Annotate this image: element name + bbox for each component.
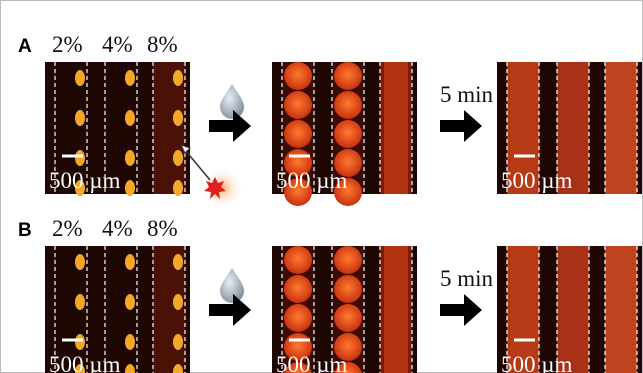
- droplet: [173, 110, 183, 126]
- concentration-label: 2%: [52, 32, 83, 57]
- scale-label: 500 µm: [276, 168, 348, 193]
- microgel: [334, 304, 362, 332]
- droplet: [173, 254, 183, 270]
- microgel: [334, 91, 362, 119]
- microgel: [334, 246, 362, 274]
- micrograph: 500 µm: [272, 62, 417, 206]
- concentration-label: 4%: [102, 216, 133, 241]
- microgel: [284, 120, 312, 148]
- microgel: [284, 304, 312, 332]
- micrograph: 500 µm: [497, 62, 642, 194]
- droplet: [173, 334, 183, 350]
- micrograph: 500 µm: [45, 62, 190, 196]
- microgel: [334, 62, 362, 90]
- time-label: 5 min: [440, 266, 494, 291]
- microgel: [284, 62, 312, 90]
- droplet: [75, 70, 85, 86]
- concentration-label: 8%: [147, 216, 178, 241]
- microgel: [334, 120, 362, 148]
- droplet: [75, 254, 85, 270]
- channel-fill: [605, 62, 637, 194]
- droplet: [75, 110, 85, 126]
- microgel-column: [384, 62, 408, 194]
- figure: A 2% 4% 8% 500 µm 500 µm 500 µm 5 min B 2% 4% 8% 500…: [0, 0, 643, 373]
- micrograph: 500 µm: [45, 246, 190, 373]
- concentration-label: 2%: [52, 216, 83, 241]
- microgel-column: [384, 246, 408, 373]
- microgel: [284, 91, 312, 119]
- droplet: [125, 180, 135, 196]
- droplet: [75, 150, 85, 166]
- droplet: [75, 334, 85, 350]
- micrograph: 500 µm: [272, 246, 417, 373]
- panel-label: A: [18, 36, 32, 57]
- droplet: [125, 70, 135, 86]
- microgel: [284, 246, 312, 274]
- droplet: [125, 294, 135, 310]
- scale-label: 500 µm: [276, 352, 348, 373]
- droplet: [125, 110, 135, 126]
- channel-fill: [605, 246, 637, 373]
- time-label: 5 min: [440, 82, 494, 107]
- concentration-label: 8%: [147, 32, 178, 57]
- micrograph: 500 µm: [497, 246, 642, 373]
- panel-label: B: [18, 220, 32, 241]
- droplet: [125, 150, 135, 166]
- droplet: [173, 180, 183, 196]
- scale-label: 500 µm: [501, 352, 573, 373]
- scale-label: 500 µm: [501, 168, 573, 193]
- droplet: [173, 70, 183, 86]
- droplet: [125, 254, 135, 270]
- microgel: [334, 275, 362, 303]
- droplet: [173, 150, 183, 166]
- droplet: [75, 294, 85, 310]
- scale-label: 500 µm: [49, 352, 121, 373]
- scale-label: 500 µm: [49, 168, 121, 193]
- concentration-label: 4%: [102, 32, 133, 57]
- droplet: [173, 294, 183, 310]
- microgel: [284, 275, 312, 303]
- droplet: [125, 334, 135, 350]
